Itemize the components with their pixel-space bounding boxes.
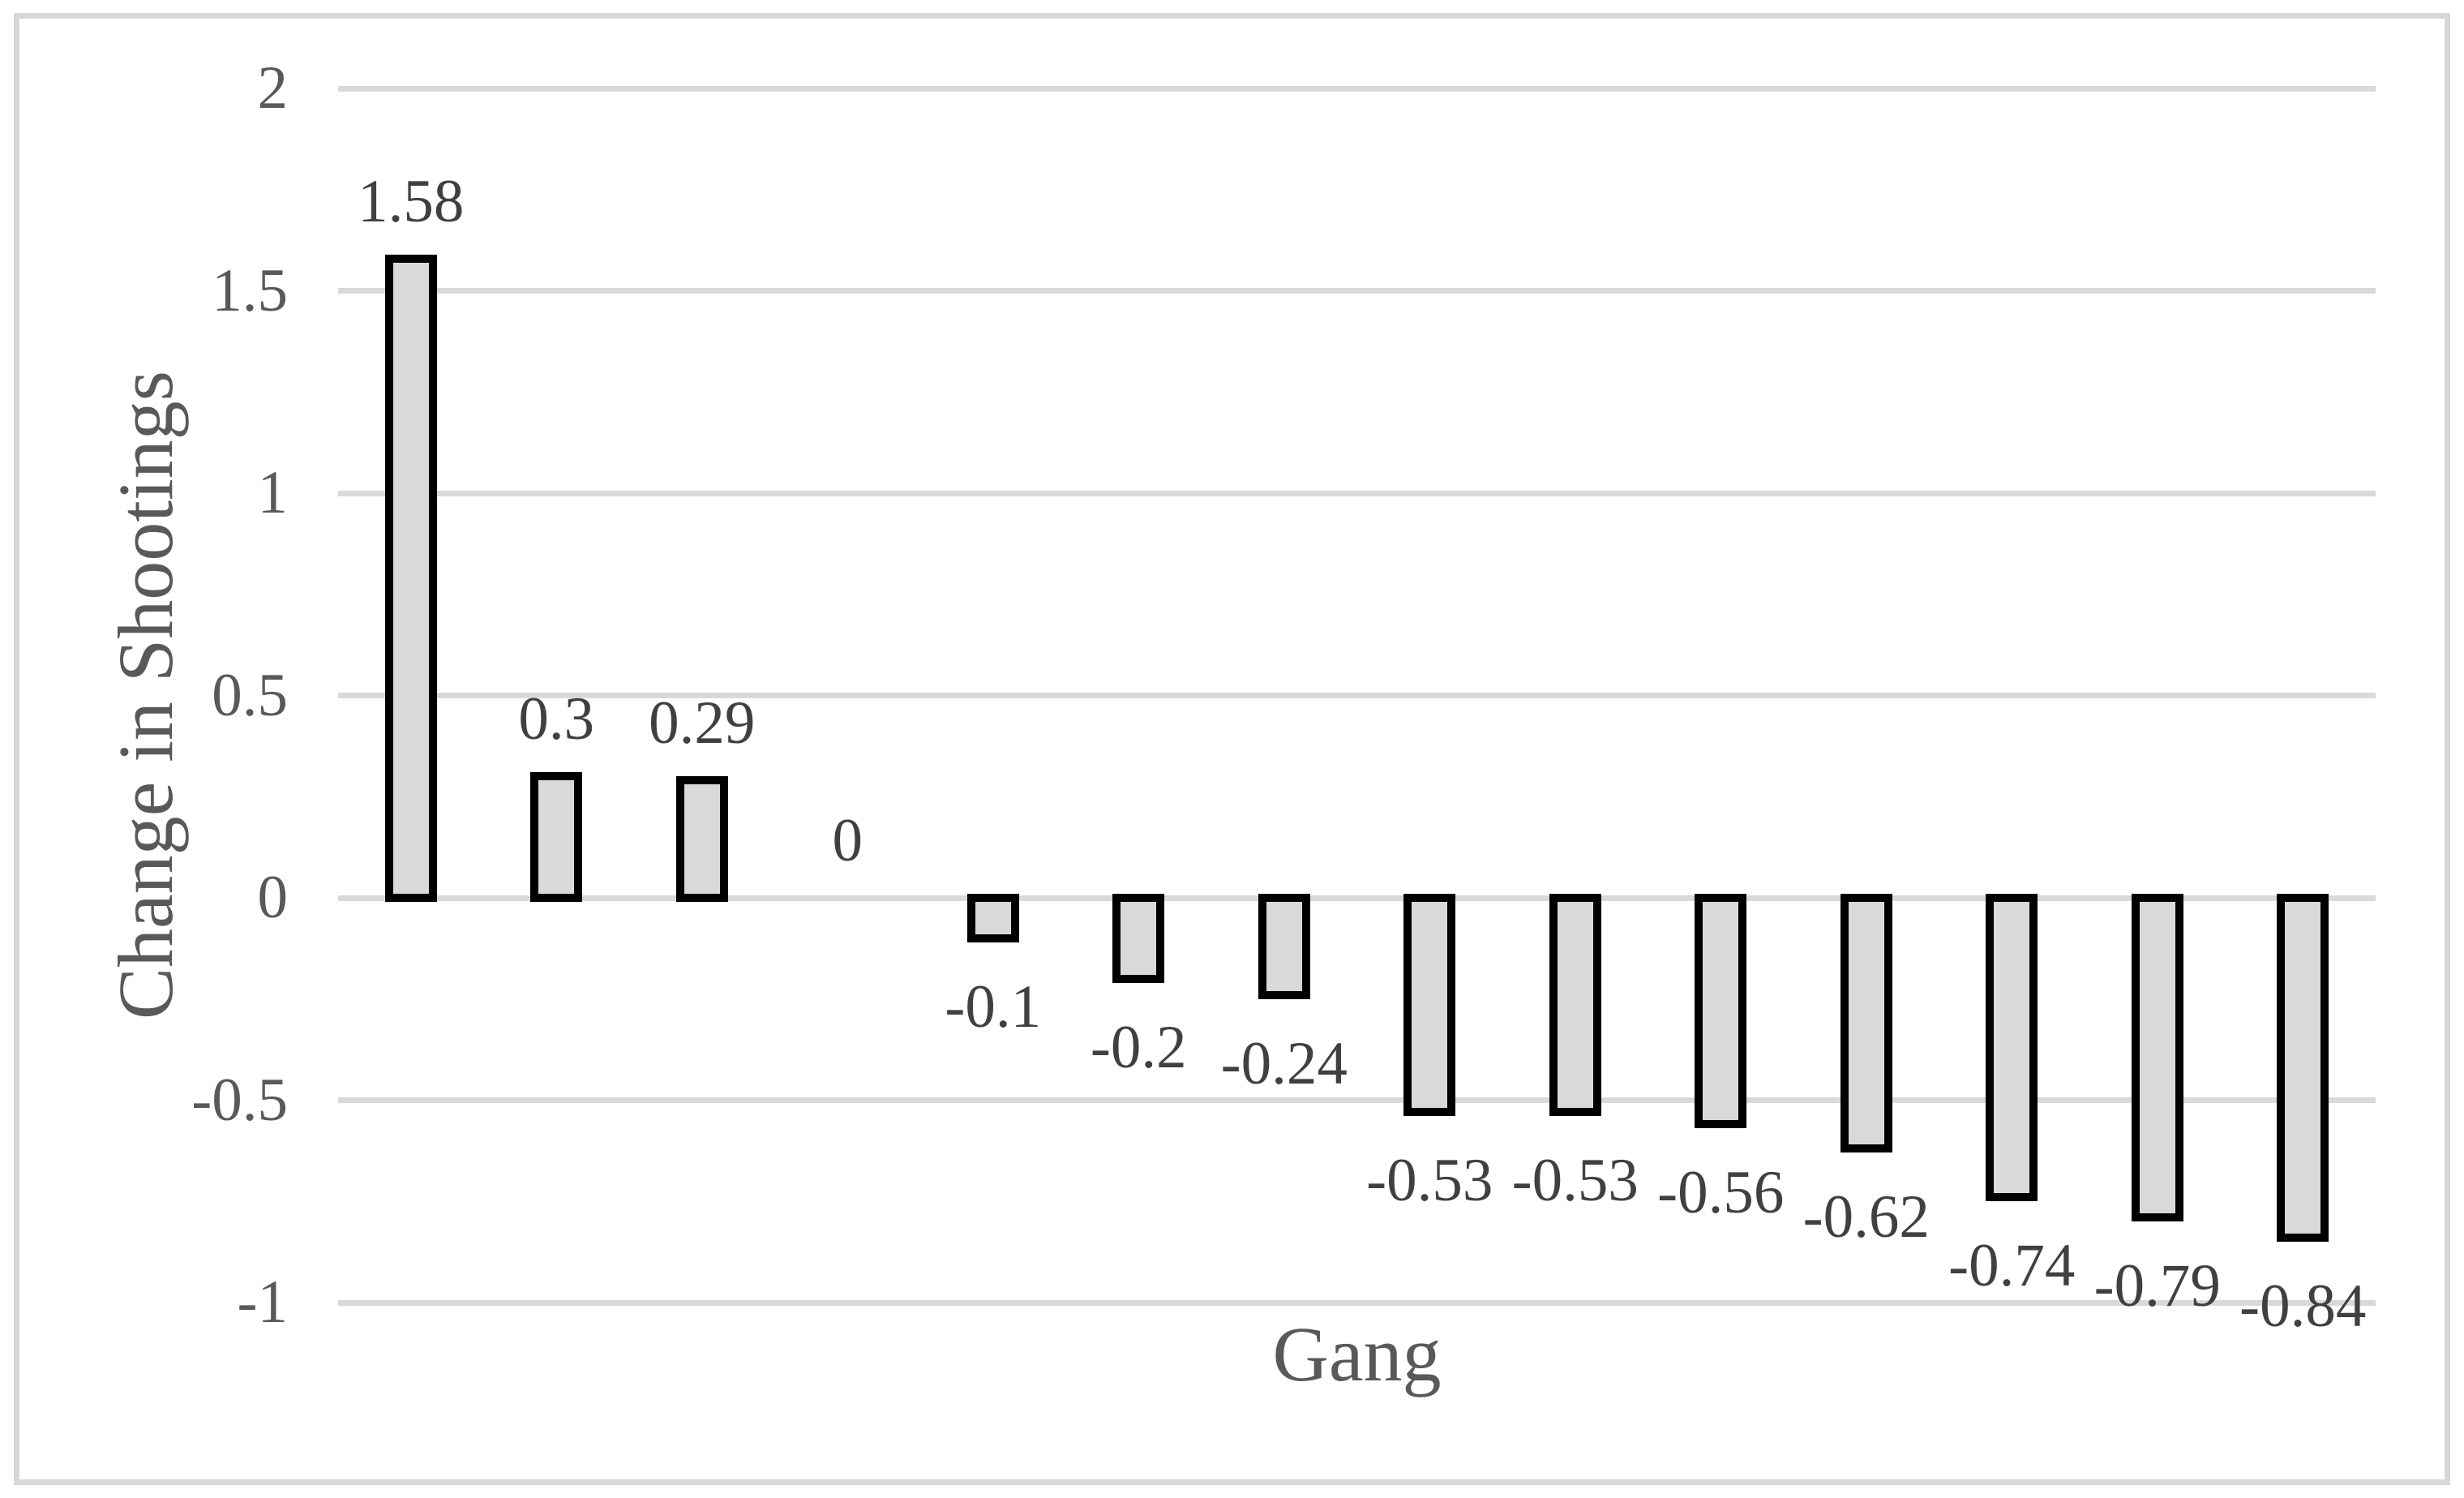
plot-area: 1.58 0.3 0.29 0 -0.1 -0.2 -0.24 -0.53 -0.53 -0.56… xyxy=(338,85,2376,1340)
gridline xyxy=(338,1299,2376,1306)
x-axis-title: Gang xyxy=(1272,1311,1442,1397)
bar-value-label: -0.56 xyxy=(1657,1159,1785,1227)
bar xyxy=(1403,894,1456,1117)
bar xyxy=(2131,894,2183,1222)
bar-value-label: -0.84 xyxy=(2239,1273,2367,1341)
y-axis-tick-label: 1 xyxy=(257,459,289,526)
y-axis-tick-label: 0 xyxy=(257,864,289,931)
gridline xyxy=(338,288,2376,294)
bar xyxy=(675,776,728,902)
y-axis-tick-label: 1.5 xyxy=(212,256,288,324)
y-axis-tick-label: -1 xyxy=(237,1268,288,1336)
bar xyxy=(1986,894,2038,1202)
bar-value-label: -0.24 xyxy=(1220,1029,1348,1097)
bar-value-label: -0.79 xyxy=(2093,1252,2221,1320)
bar-value-label: 0.3 xyxy=(518,685,595,753)
bar xyxy=(2277,894,2329,1243)
bar-value-label: -0.53 xyxy=(1366,1147,1493,1215)
bar xyxy=(1840,894,1892,1153)
y-axis-tick-label: 0.5 xyxy=(212,661,288,729)
gridline xyxy=(338,693,2376,698)
bar xyxy=(1549,894,1601,1117)
bar xyxy=(384,254,437,902)
gridline xyxy=(338,85,2376,92)
bar xyxy=(1258,894,1310,999)
y-axis-tick-labels: 2 1.5 1 0.5 0 -0.5 -1 xyxy=(0,0,288,1498)
bar-value-label: -0.74 xyxy=(1948,1232,2076,1300)
bar xyxy=(966,894,1019,942)
bar-value-label: 1.58 xyxy=(358,167,465,235)
bar xyxy=(530,772,583,902)
gridline xyxy=(338,490,2376,496)
bar-value-label: -0.62 xyxy=(1802,1183,1930,1251)
bar xyxy=(1112,894,1165,983)
bar-value-label: -0.53 xyxy=(1511,1147,1639,1215)
bar-value-label: 0.29 xyxy=(649,689,756,758)
bar xyxy=(1695,894,1747,1129)
bar-value-label: -0.1 xyxy=(945,972,1042,1041)
bar-value-label: -0.2 xyxy=(1090,1013,1187,1081)
y-axis-tick-label: 2 xyxy=(257,54,289,122)
gridline xyxy=(338,1097,2376,1103)
bar-value-label: 0 xyxy=(832,807,863,874)
gridline xyxy=(338,895,2376,901)
y-axis-tick-label: -0.5 xyxy=(191,1066,288,1134)
